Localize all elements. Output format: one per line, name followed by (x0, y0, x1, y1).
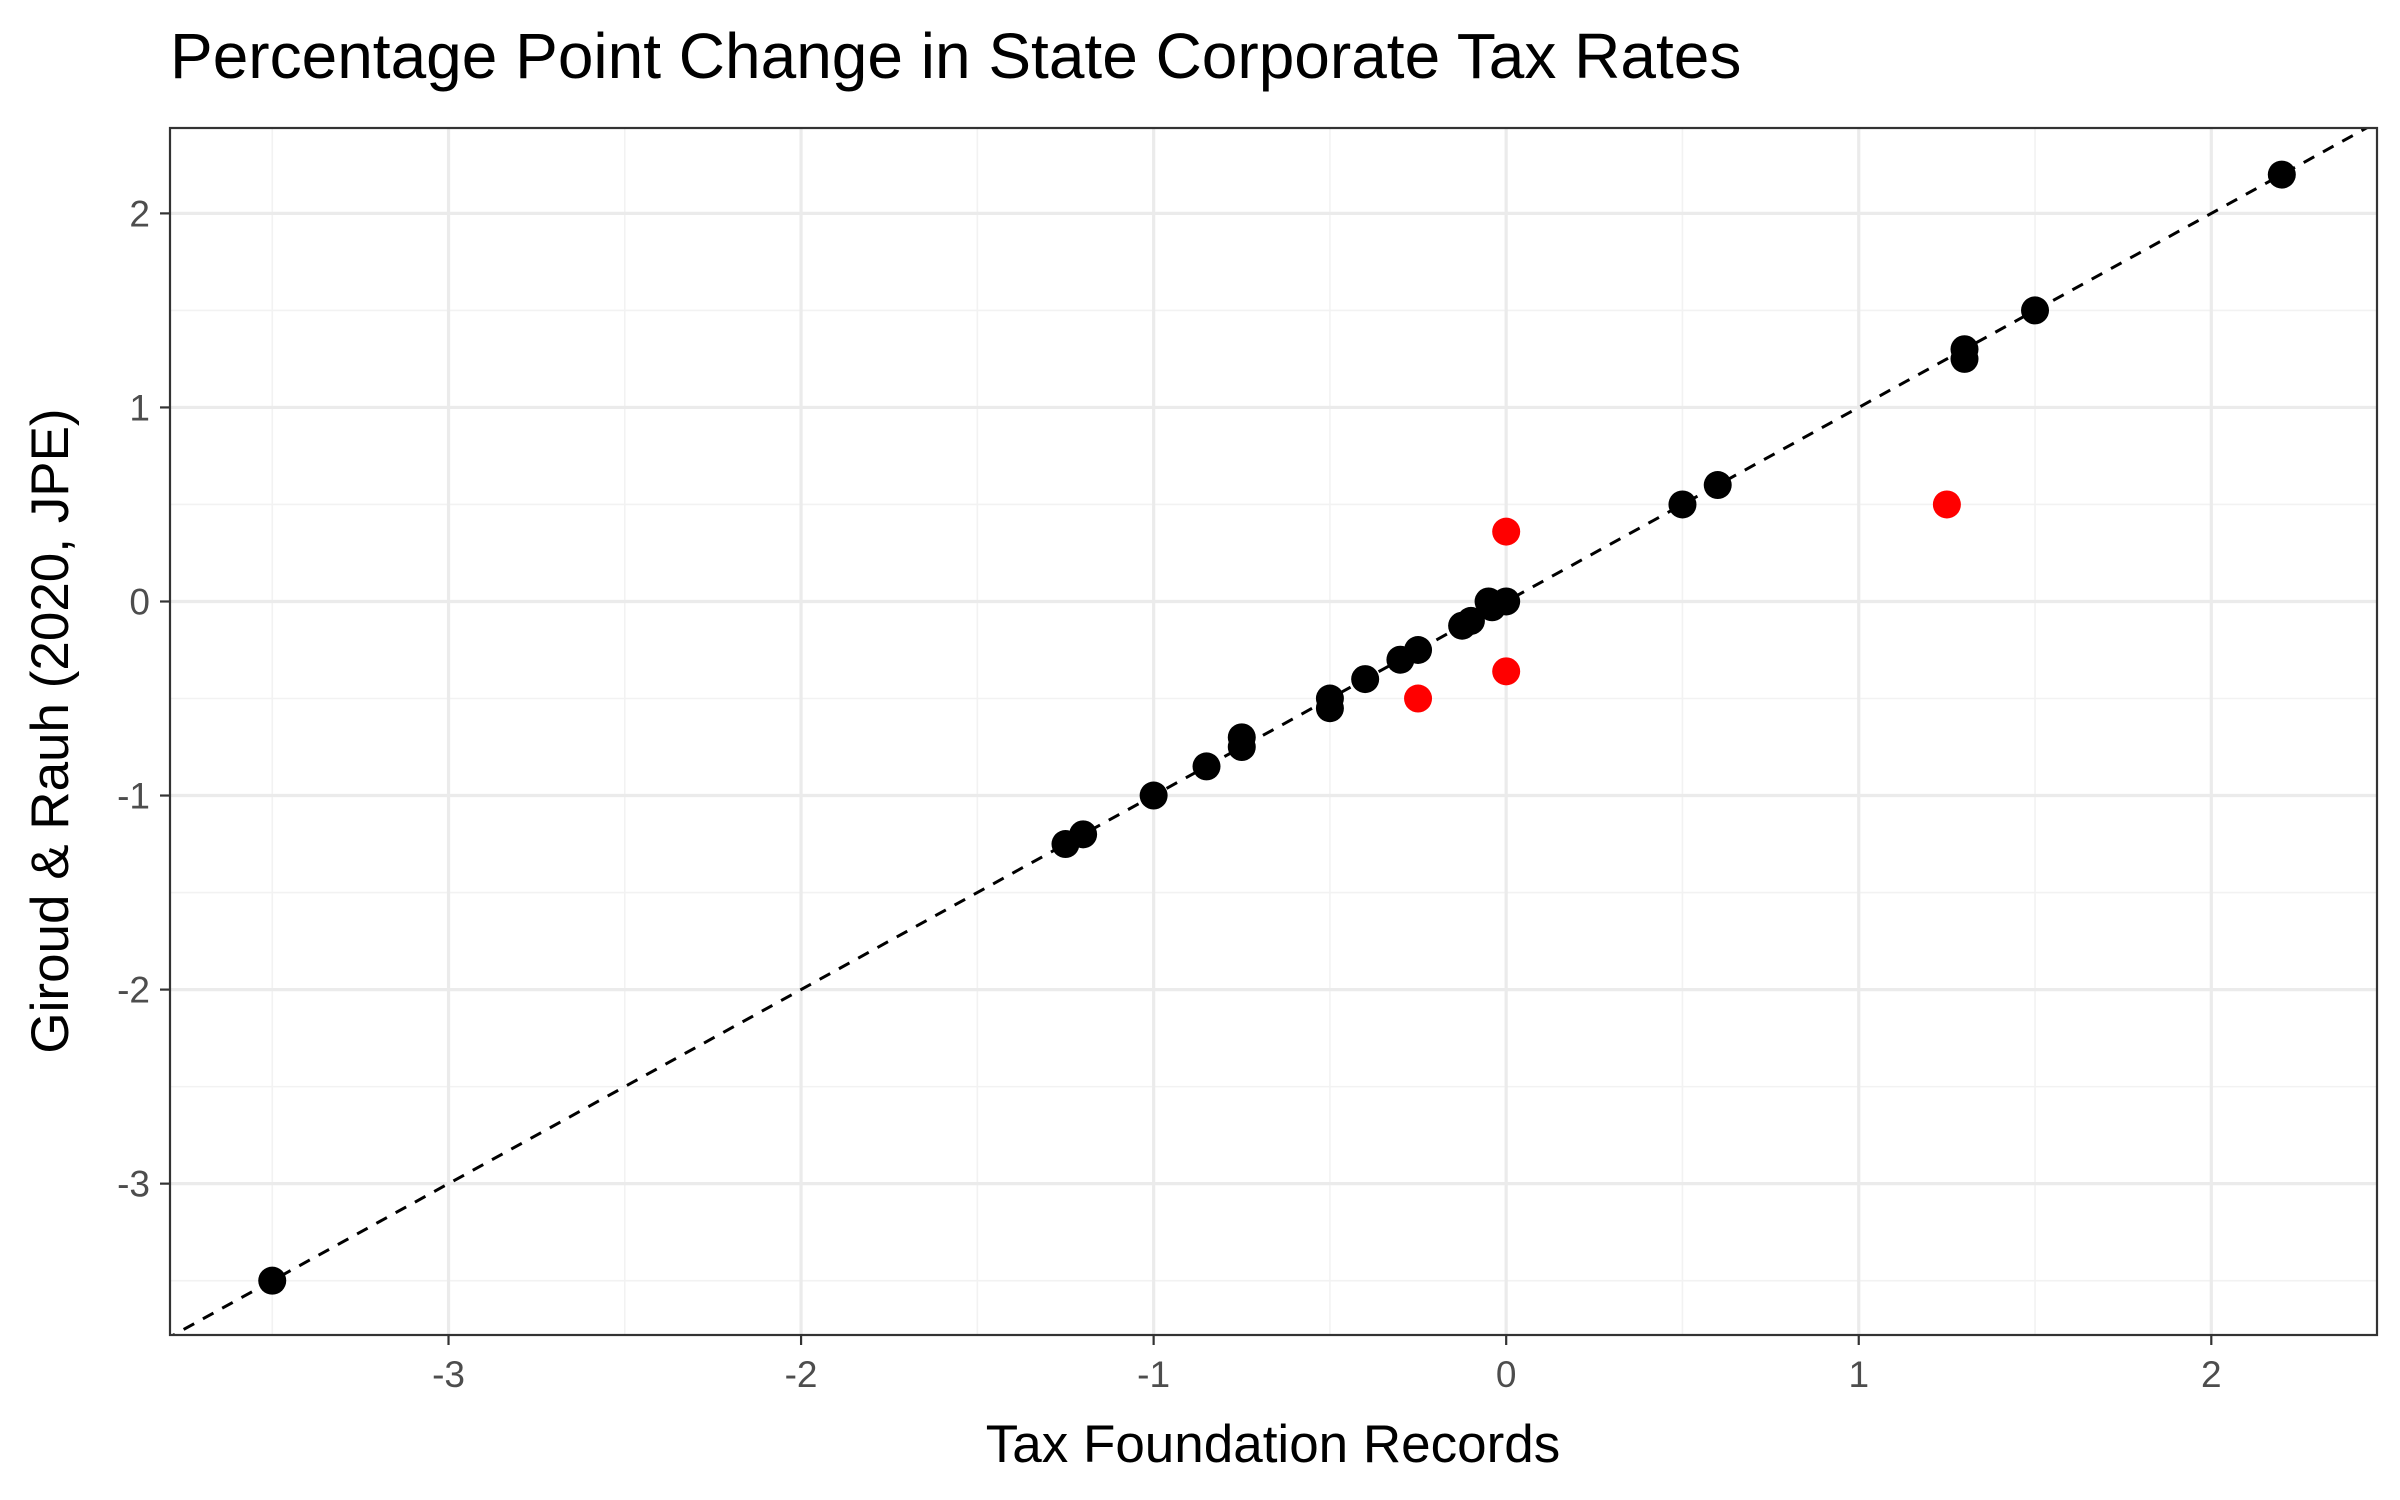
highlighted-data-point (1404, 684, 1433, 713)
data-point (1227, 723, 1256, 752)
x-tick-label: -2 (785, 1354, 818, 1395)
data-point (1492, 587, 1521, 616)
data-point (2021, 296, 2050, 325)
x-tick-label: 0 (1496, 1354, 1517, 1395)
major-gridlines (170, 128, 2377, 1335)
data-point (1192, 752, 1221, 781)
x-tick-label: 2 (2201, 1354, 2222, 1395)
y-tick-label: -2 (117, 970, 150, 1011)
data-point (1315, 694, 1344, 723)
data-point (1404, 635, 1433, 664)
highlighted-data-point (1492, 517, 1521, 546)
x-tick-label: -1 (1137, 1354, 1170, 1395)
data-point (1950, 344, 1979, 373)
data-point (1139, 781, 1168, 810)
minor-gridlines (170, 128, 2377, 1335)
x-axis-title: Tax Foundation Records (986, 1415, 1561, 1474)
data-point (1456, 606, 1485, 635)
data-point (258, 1266, 287, 1295)
highlighted-data-point (1492, 657, 1521, 686)
y-axis-title: Giroud & Rauh (2020, JPE) (21, 408, 80, 1053)
highlighted-data-point (1932, 490, 1961, 519)
y-tick-label: 1 (129, 387, 150, 428)
data-point (1668, 490, 1697, 519)
data-point (1351, 665, 1380, 694)
y-tick-label: 2 (129, 193, 150, 234)
x-axis: -3 -2 -1 0 1 2 (432, 1335, 2222, 1395)
y-axis: -3 -2 -1 0 1 2 (117, 193, 170, 1205)
chart-title: Percentage Point Change in State Corpora… (170, 20, 1741, 92)
plot-panel-border (168, 126, 2379, 1337)
data-points (258, 160, 2296, 1295)
y-tick-label: 0 (129, 581, 150, 622)
data-point (2267, 160, 2296, 189)
x-tick-label: 1 (1848, 1354, 1869, 1395)
data-point (1703, 471, 1732, 500)
x-tick-label: -3 (432, 1354, 465, 1395)
y-tick-label: -1 (117, 776, 150, 817)
y-tick-label: -3 (117, 1164, 150, 1205)
data-point (1069, 820, 1098, 849)
